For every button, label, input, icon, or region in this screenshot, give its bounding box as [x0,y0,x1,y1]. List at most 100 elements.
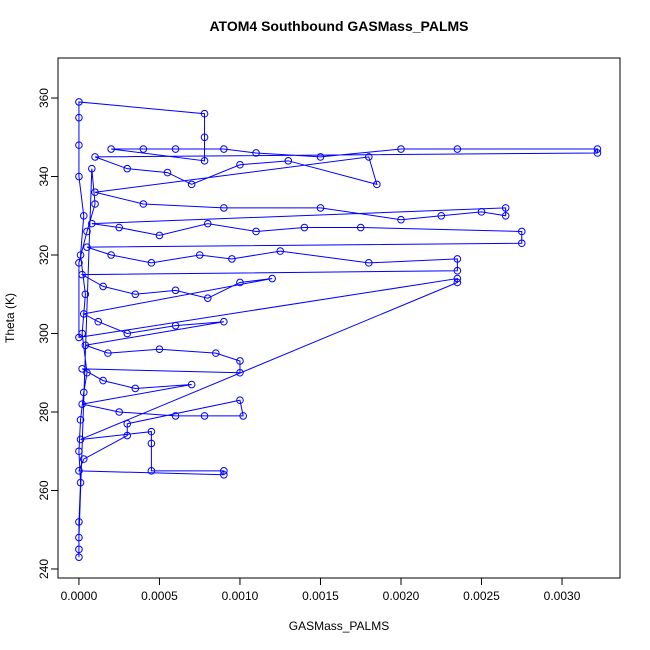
data-point [236,396,244,405]
x-tick-label: 0.0005 [141,589,178,603]
y-tick-label: 320 [37,245,51,265]
data-point [356,223,365,232]
data-point [75,533,83,542]
data-point [81,290,90,299]
data-point [75,141,83,149]
data-point [453,255,462,263]
data-point [171,412,180,420]
data-point [155,345,164,354]
data-point [99,282,107,291]
data-point [147,259,156,267]
data-point [453,266,462,275]
data-point [139,200,148,208]
data-point [195,251,204,259]
data-point [155,231,164,240]
data-point [78,270,86,279]
data-point [593,145,602,153]
data-point [115,408,123,416]
data-point [171,145,180,153]
data-point [236,368,244,377]
data-point [115,223,123,232]
y-tick-label: 260 [37,480,51,500]
data-point [91,200,99,208]
data-point [104,349,112,357]
y-tick-label: 340 [37,166,51,186]
data-point [79,310,88,318]
data-point [75,172,83,181]
data-point [131,384,140,393]
data-point [94,317,103,326]
plot-frame [57,57,621,579]
data-point [593,149,602,157]
data-point [107,145,115,153]
data-point [220,204,228,212]
data-point [76,435,85,444]
data-point [75,113,83,122]
data-point [107,251,115,259]
data-point [252,227,260,236]
data-point [203,294,212,302]
data-point [83,243,91,251]
data-point [364,259,373,267]
data-point [517,227,526,236]
data-point [88,219,96,228]
data-point [284,157,293,165]
data-point [212,349,220,357]
data-point [187,380,196,389]
data-point [364,153,373,161]
data-point [397,215,405,224]
data-point [200,157,209,165]
data-point [437,211,446,220]
data-point [316,204,325,212]
x-tick-label: 0.0010 [222,589,259,603]
data-point [220,470,228,479]
data-point [147,427,156,436]
data-point [300,223,309,232]
data-point [75,545,83,554]
data-point [99,376,107,385]
data-point [78,400,86,408]
data-point [220,467,228,475]
data-point [88,164,96,173]
data-point [236,357,244,365]
data-point [75,98,83,106]
data-point [83,227,91,236]
data-point [200,109,209,118]
data-point [220,145,228,153]
data-point [123,431,132,440]
data-point [147,439,156,448]
y-tick-label: 280 [37,402,51,422]
data-point [79,388,88,397]
x-tick-label: 0.0030 [544,589,581,603]
data-point [123,164,132,173]
data-point [187,180,196,189]
data-point [76,478,85,487]
chart-title: ATOM4 Southbound GASMass_PALMS [209,18,468,34]
data-point [236,160,244,169]
data-point [123,329,132,338]
data-point [453,145,462,153]
data-point [79,455,88,463]
data-point [236,278,244,287]
data-point [76,416,85,424]
data-point [252,149,260,157]
x-tick-label: 0.0000 [61,589,98,603]
data-point [220,317,228,326]
data-line [78,101,598,558]
x-tick-label: 0.0015 [302,589,339,603]
data-point [79,211,88,220]
data-point [75,467,83,475]
data-point [239,412,247,420]
data-point [517,239,526,248]
data-point [123,419,132,428]
y-tick-label: 360 [37,88,51,108]
data-point [91,188,99,197]
data-point [75,259,83,267]
data-point [171,286,180,295]
data-point [268,274,276,283]
x-axis-label: GASMass_PALMS [289,619,389,633]
data-point [75,447,83,456]
data-point [163,168,172,177]
